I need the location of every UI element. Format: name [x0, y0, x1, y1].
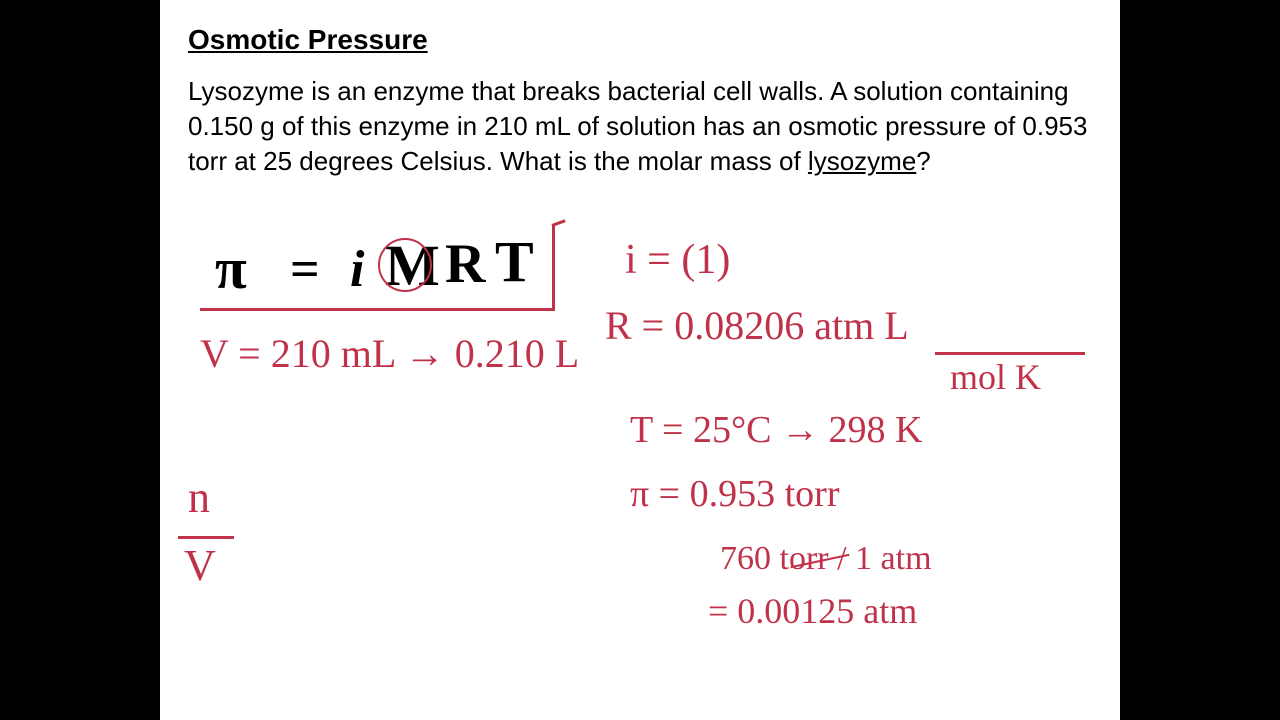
formula-bracket-right	[552, 224, 555, 311]
problem-text-3: ?	[916, 146, 930, 176]
formula-R: R	[445, 232, 485, 296]
R-fraction-line	[935, 352, 1085, 355]
formula-pi: π	[215, 235, 247, 302]
result: = 0.00125 atm	[708, 590, 917, 632]
formula-bracket-tick	[551, 219, 565, 227]
T-value: T = 25°C → 298 K	[630, 408, 922, 452]
formula-T: T	[495, 228, 534, 295]
n-numerator: n	[188, 472, 210, 523]
R-value: R = 0.08206 atm L	[605, 302, 909, 349]
nv-fraction-line	[178, 536, 234, 539]
problem-text-1: Lysozyme is an enzyme that breaks bacter…	[188, 76, 1087, 176]
whiteboard-page: Osmotic Pressure Lysozyme is an enzyme t…	[160, 0, 1120, 720]
circle-around-M	[378, 238, 432, 292]
V-value: V = 210 mL → 0.210 L	[200, 330, 579, 377]
formula-underline	[200, 308, 555, 311]
pi-value: π = 0.953 torr	[630, 472, 839, 516]
problem-statement: Lysozyme is an enzyme that breaks bacter…	[188, 74, 1092, 179]
i-value: i = (1)	[625, 236, 730, 284]
R-unit-denom: mol K	[950, 356, 1041, 398]
lysozyme-underlined: lysozyme	[808, 146, 916, 176]
formula-eq: =	[290, 240, 320, 299]
page-title: Osmotic Pressure	[188, 24, 1092, 56]
v-denominator: V	[184, 540, 216, 591]
formula-i: i	[350, 240, 364, 299]
